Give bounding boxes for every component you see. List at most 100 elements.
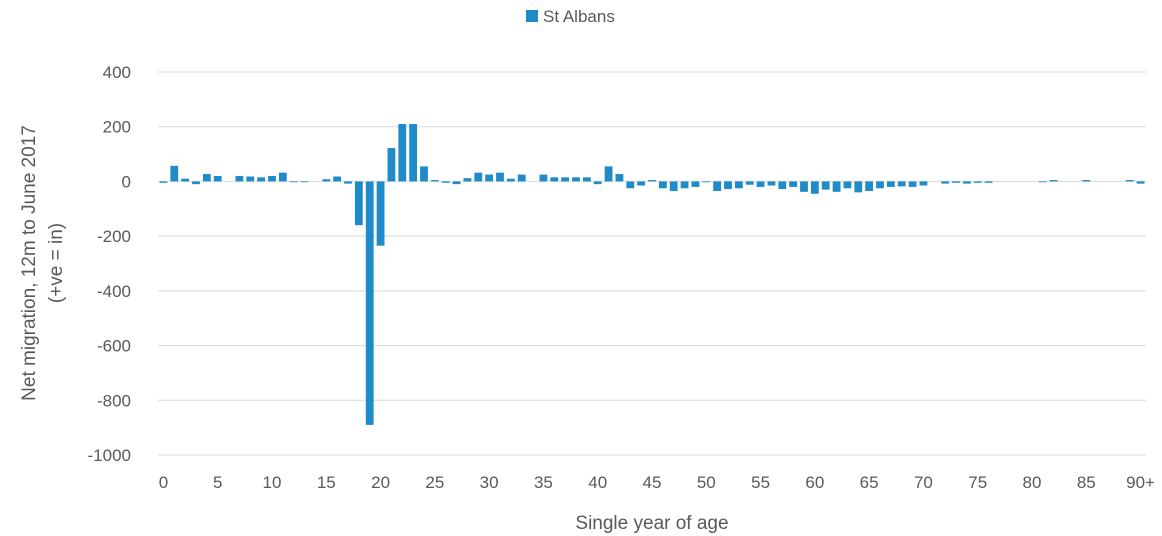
bar bbox=[1038, 181, 1047, 183]
bar bbox=[952, 181, 960, 183]
bar bbox=[593, 181, 602, 185]
bar bbox=[517, 174, 526, 182]
y-tick-label: 200 bbox=[103, 118, 131, 137]
bar bbox=[322, 179, 331, 182]
bar bbox=[876, 181, 884, 189]
y-tick-label: -200 bbox=[97, 227, 131, 246]
y-axis-tick-labels: 400 200 0 -200 -400 -600 -800 -1000 bbox=[88, 63, 131, 465]
bar bbox=[496, 172, 504, 182]
x-tick-label: 55 bbox=[751, 473, 770, 492]
bar bbox=[973, 181, 982, 183]
bar bbox=[658, 181, 667, 189]
bar bbox=[289, 181, 298, 183]
bar bbox=[756, 181, 765, 187]
bar bbox=[333, 176, 342, 182]
y-axis-title: Net migration, 12m to June 2017 (+ve = i… bbox=[19, 125, 67, 401]
bar bbox=[485, 174, 494, 182]
x-tick-label: 5 bbox=[213, 473, 222, 492]
bar bbox=[159, 181, 168, 183]
bar bbox=[724, 181, 732, 190]
bar bbox=[420, 166, 428, 182]
bar bbox=[344, 181, 352, 184]
bar bbox=[734, 181, 743, 189]
bar bbox=[941, 181, 950, 184]
bar bbox=[626, 181, 635, 189]
bar bbox=[1125, 180, 1134, 182]
x-tick-label: 85 bbox=[1077, 473, 1096, 492]
bar bbox=[897, 181, 906, 187]
y-tick-label: 0 bbox=[122, 172, 131, 191]
bar bbox=[1136, 181, 1145, 184]
bar bbox=[257, 177, 266, 182]
bar bbox=[713, 181, 722, 192]
bar bbox=[669, 181, 678, 192]
bar bbox=[615, 174, 624, 182]
bar bbox=[300, 181, 309, 183]
x-tick-label: 65 bbox=[860, 473, 879, 492]
y-tick-label: 400 bbox=[103, 63, 131, 82]
bar bbox=[680, 181, 689, 189]
gridlines bbox=[158, 71, 1146, 456]
y-tick-label: -1000 bbox=[88, 446, 131, 465]
y-axis-title-line1: Net migration, 12m to June 2017 bbox=[19, 125, 40, 401]
bar bbox=[886, 181, 895, 187]
x-tick-label: 80 bbox=[1023, 473, 1042, 492]
bar bbox=[192, 181, 200, 185]
bar bbox=[430, 180, 439, 182]
bar bbox=[767, 181, 776, 186]
bar bbox=[582, 177, 591, 182]
x-tick-label: 60 bbox=[805, 473, 824, 492]
bar bbox=[604, 166, 613, 182]
y-tick-label: -400 bbox=[97, 282, 131, 301]
bar bbox=[387, 148, 396, 182]
bar bbox=[539, 174, 548, 182]
x-tick-label: 20 bbox=[371, 473, 390, 492]
x-tick-label: 15 bbox=[317, 473, 336, 492]
bar bbox=[474, 172, 483, 182]
bar bbox=[648, 180, 656, 182]
bar bbox=[691, 181, 700, 187]
bar bbox=[810, 181, 819, 194]
x-axis-tick-labels: 0 5 10 15 20 25 30 35 40 45 50 55 60 65 70 75 80 85 90+ bbox=[159, 473, 1155, 492]
bar bbox=[354, 181, 363, 226]
x-axis-title: Single year of age bbox=[575, 513, 728, 534]
x-tick-label: 0 bbox=[159, 473, 168, 492]
x-tick-label: 50 bbox=[697, 473, 716, 492]
bar bbox=[181, 178, 190, 182]
x-tick-label: 10 bbox=[263, 473, 282, 492]
bar bbox=[843, 181, 852, 189]
bars bbox=[159, 123, 1145, 425]
bar bbox=[865, 181, 874, 192]
y-axis-title-line2: (+ve = in) bbox=[46, 223, 67, 303]
bar bbox=[962, 181, 971, 184]
bar bbox=[550, 177, 559, 182]
bar bbox=[778, 181, 787, 190]
bar bbox=[637, 181, 646, 186]
bar bbox=[572, 177, 580, 182]
bar bbox=[702, 181, 711, 183]
bar bbox=[832, 181, 841, 192]
bar bbox=[213, 175, 222, 182]
bar bbox=[170, 165, 179, 182]
x-tick-label: 90+ bbox=[1126, 473, 1155, 492]
bar bbox=[908, 181, 917, 187]
bar bbox=[561, 177, 570, 182]
bar bbox=[365, 181, 374, 425]
bar bbox=[800, 181, 808, 192]
bar bbox=[854, 181, 863, 193]
bar bbox=[919, 181, 928, 186]
x-tick-label: 45 bbox=[643, 473, 662, 492]
bar bbox=[789, 181, 798, 187]
bar bbox=[278, 172, 287, 182]
bar bbox=[268, 175, 276, 182]
bar bbox=[246, 176, 255, 182]
x-tick-label: 40 bbox=[588, 473, 607, 492]
x-tick-label: 35 bbox=[534, 473, 553, 492]
bar bbox=[441, 181, 450, 183]
bar bbox=[235, 175, 244, 182]
x-tick-label: 30 bbox=[480, 473, 499, 492]
bar bbox=[821, 181, 830, 190]
x-tick-label: 75 bbox=[968, 473, 987, 492]
bar bbox=[409, 123, 418, 182]
